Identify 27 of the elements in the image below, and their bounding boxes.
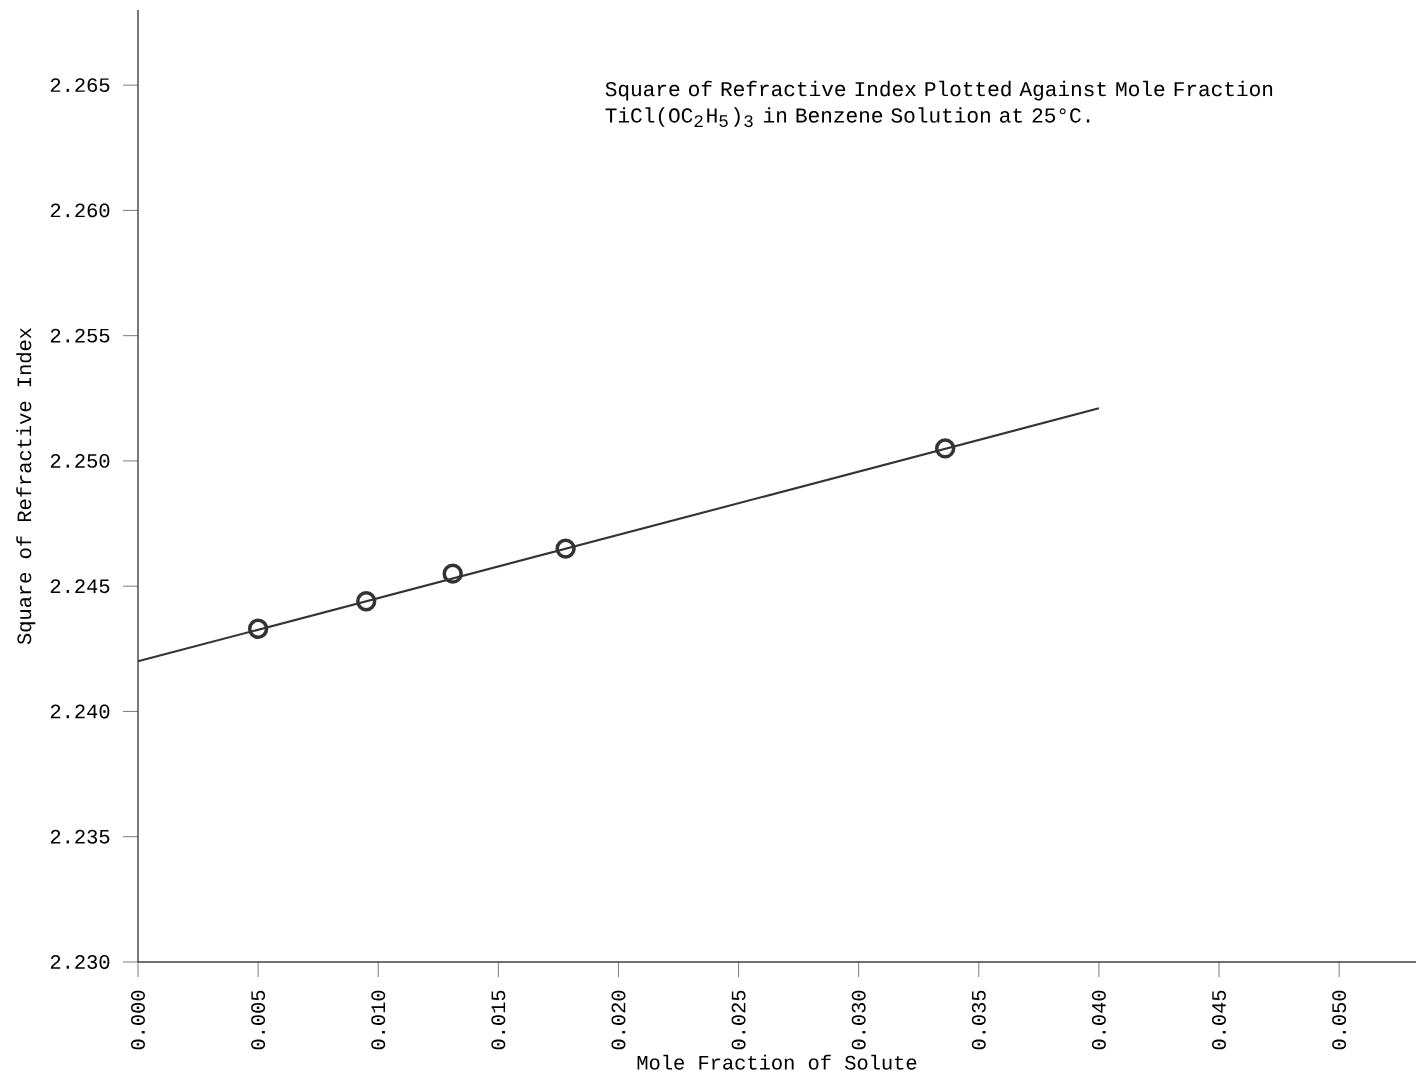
y-tick-label: 2.255 — [50, 328, 110, 343]
x-tick-label: 0.010 — [371, 990, 386, 1050]
text: Square of Refractive Index Plotted Against Mole Fraction TiCl(OC$_{2}$H$_{5}$)$_{3}$ in Benzene Solution at 25°C. — [605, 80, 1273, 128]
x-tick-label: 0.015 — [491, 990, 506, 1050]
y-tick-label: 2.250 — [50, 453, 110, 468]
x-tick-label: 0.050 — [1332, 990, 1347, 1050]
x-tick-label: 0.000 — [131, 990, 145, 1050]
x-tick-label: 0.030 — [851, 990, 866, 1050]
x-tick-label: 0.020 — [611, 990, 626, 1050]
y-tick-label: 2.260 — [50, 203, 110, 218]
x-tick-label: 0.045 — [1212, 990, 1226, 1050]
y-tick-label: 2.230 — [50, 955, 110, 969]
point — [934, 438, 956, 459]
point — [247, 618, 269, 639]
point — [442, 563, 463, 584]
x-tick-label: 0.040 — [1091, 990, 1106, 1050]
y-tick-label: 2.245 — [50, 579, 110, 594]
x-tick-label: 0.035 — [971, 990, 986, 1050]
x-axis-title: Mole Fraction of Solute — [637, 1054, 917, 1070]
x-tick-label: 0.005 — [251, 990, 266, 1050]
point — [555, 538, 576, 559]
y-tick-label: 2.240 — [50, 704, 110, 719]
point — [356, 591, 377, 612]
y-axis-title: Square of Refractive Index — [16, 327, 36, 645]
x-tick-label: 0.025 — [731, 990, 746, 1050]
y-tick-label: 2.265 — [50, 78, 110, 93]
y-tick-label: 2.235 — [50, 829, 110, 844]
